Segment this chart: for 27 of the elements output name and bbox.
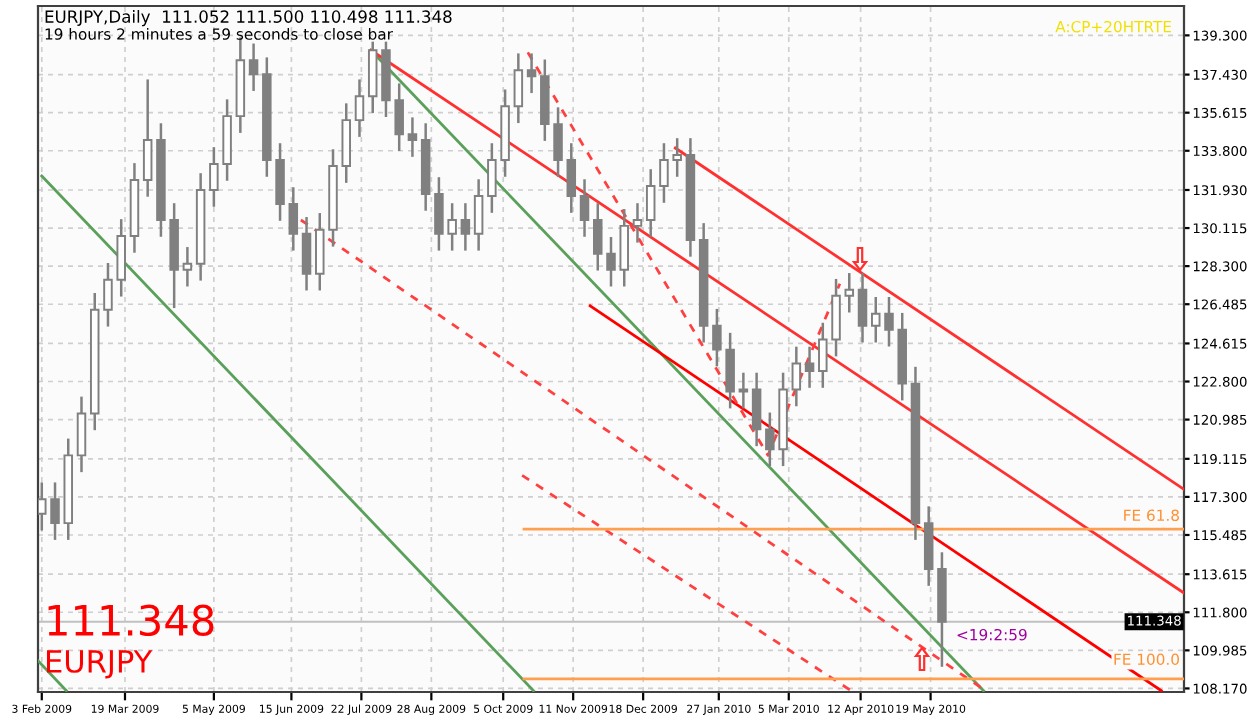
candlestick (367, 40, 378, 115)
candlestick (182, 245, 193, 288)
candlestick (76, 395, 87, 474)
candlestick (460, 201, 471, 252)
candlestick (738, 371, 749, 410)
candlestick (301, 215, 312, 292)
candlestick (513, 52, 524, 125)
candlestick (473, 178, 484, 252)
candlestick (857, 271, 868, 344)
candlestick (645, 167, 656, 239)
candlestick (804, 345, 815, 390)
annotation: EURJPY (47, 650, 153, 679)
candlestick (844, 271, 855, 314)
annotation: 111.348 (48, 604, 214, 637)
candlestick (407, 116, 418, 159)
chart-title: EURJPY,Daily 111.052 111.500 110.498 111.348 (45, 10, 452, 27)
candlestick (579, 178, 590, 239)
candlestick (354, 78, 365, 139)
candlestick (288, 186, 299, 252)
candlestick (632, 201, 643, 244)
candlestick (751, 371, 762, 448)
candlestick (566, 141, 577, 215)
candlestick (791, 345, 802, 408)
candlestick (923, 505, 934, 588)
candlestick (526, 52, 537, 95)
candlestick (142, 78, 153, 198)
candlestick (248, 42, 259, 93)
